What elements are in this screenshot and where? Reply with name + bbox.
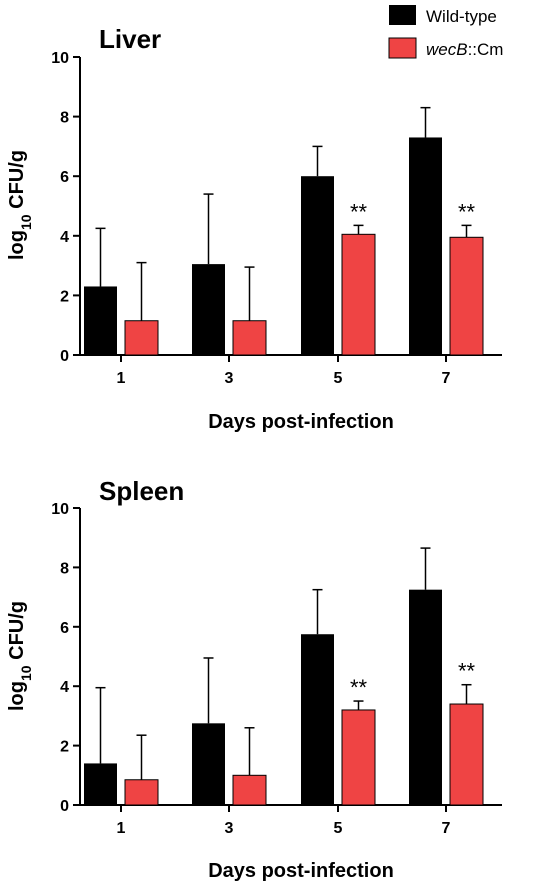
legend-swatch-wecb [388, 37, 417, 59]
y-tick-label: 8 [60, 560, 69, 577]
chart-spleen: Spleen 0 2 4 6 8 10 log10 CFU/g 1 3 ** 5 ** 7 Days pos… [6, 476, 502, 882]
bar-wecb-cm [124, 779, 159, 806]
x-tick-label: 5 [334, 370, 343, 387]
legend-swatch-wild-type [389, 5, 416, 25]
bar-wecb-cm [232, 774, 267, 806]
y-tick-label: 0 [60, 348, 69, 365]
y-tick-label: 4 [60, 679, 69, 696]
y-tick-label: 8 [60, 110, 69, 127]
x-axis-title: Days post-infection [208, 860, 394, 882]
y-tick-label: 0 [60, 798, 69, 815]
x-tick-label: 5 [334, 820, 343, 837]
chart-liver: Liver 0 2 4 6 8 10 log10 CFU/g 1 3 ** 5 ** 7 Days post… [6, 24, 502, 433]
chart-title: Spleen [99, 476, 184, 506]
y-axis-title: log10 CFU/g [6, 601, 34, 711]
y-tick-label: 2 [60, 288, 69, 305]
bar-wild-type [84, 286, 117, 355]
x-tick-label: 1 [117, 820, 126, 837]
y-tick-label: 6 [60, 620, 69, 637]
x-tick-label: 3 [225, 370, 234, 387]
bar-wecb-cm [449, 236, 484, 356]
significance-label: ** [458, 659, 476, 684]
significance-label: ** [350, 199, 368, 224]
legend-label-wecb: wecB::Cm [426, 40, 503, 59]
bar-wild-type [192, 264, 225, 355]
bar-wild-type [84, 763, 117, 805]
legend: Wild-type wecB::Cm [388, 5, 503, 59]
bar-wecb-cm [341, 709, 376, 806]
x-axis-title: Days post-infection [208, 411, 394, 433]
significance-label: ** [350, 675, 368, 700]
y-tick-label: 10 [51, 501, 69, 518]
y-tick-label: 2 [60, 739, 69, 756]
bar-wecb-cm [341, 233, 376, 356]
y-axis-title: log10 CFU/g [6, 150, 34, 260]
bar-wild-type [301, 176, 334, 355]
y-tick-label: 4 [60, 229, 69, 246]
x-tick-label: 7 [442, 820, 451, 837]
bar-wild-type [409, 137, 442, 355]
chart-title: Liver [99, 24, 161, 54]
x-tick-label: 3 [225, 820, 234, 837]
bar-wild-type [409, 589, 442, 805]
bar-wecb-cm [232, 320, 267, 356]
x-tick-label: 7 [442, 370, 451, 387]
legend-label-wild-type: Wild-type [426, 7, 497, 26]
bar-wecb-cm [124, 320, 159, 356]
x-tick-label: 1 [117, 370, 126, 387]
y-tick-label: 6 [60, 169, 69, 186]
bar-wecb-cm [449, 703, 484, 806]
bar-wild-type [301, 634, 334, 805]
y-tick-label: 10 [51, 50, 69, 67]
significance-label: ** [458, 199, 476, 224]
bar-wild-type [192, 723, 225, 805]
